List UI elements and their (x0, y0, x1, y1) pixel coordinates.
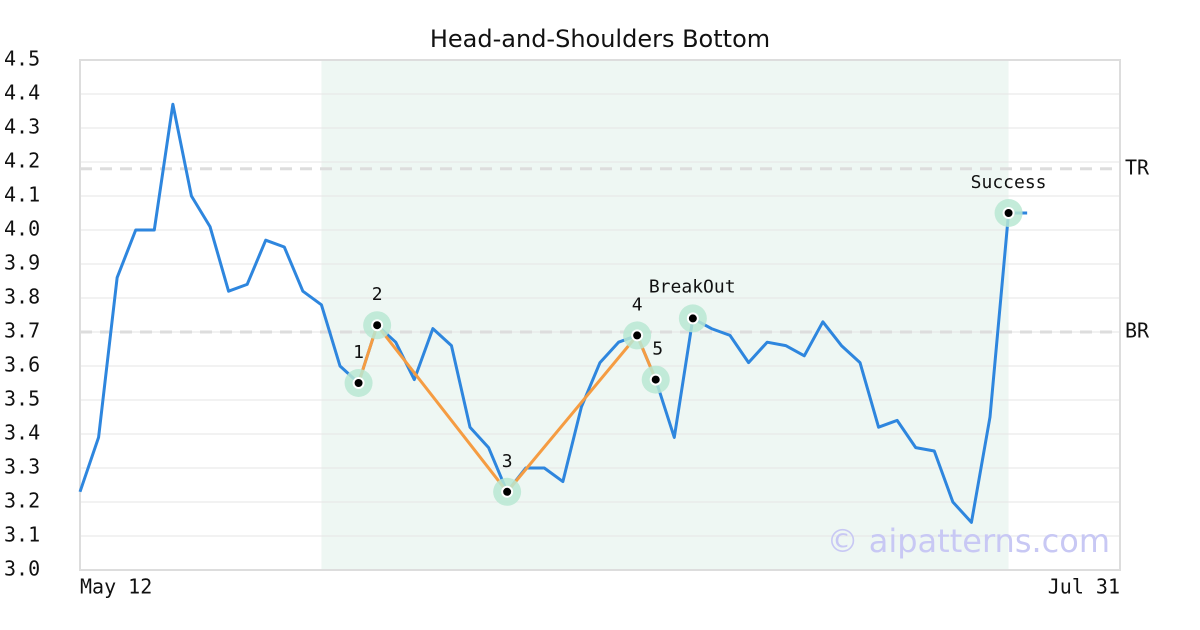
point (501, 485, 514, 498)
point-label: 2 (372, 284, 383, 305)
point (371, 319, 384, 332)
y-tick-label: 3.5 (4, 387, 40, 411)
y-tick-label: 3.8 (4, 285, 40, 309)
y-tick-label: 4.5 (4, 47, 40, 71)
point-label: 5 (652, 339, 663, 360)
point (1002, 207, 1015, 219)
level-label: TR (1125, 155, 1150, 179)
x-tick-label: Jul 31 (1048, 575, 1120, 599)
highlight-region (321, 60, 1009, 570)
y-tick-label: 3.9 (4, 251, 40, 275)
point (649, 373, 662, 386)
y-tick-label: 3.3 (4, 455, 40, 479)
point-label: 4 (632, 294, 643, 315)
level-label: BR (1125, 319, 1150, 343)
y-tick-label: 3.7 (4, 319, 40, 343)
y-tick-label: 4.4 (4, 81, 40, 105)
x-tick-label: May 12 (80, 575, 152, 599)
chart-title: Head-and-Shoulders Bottom (430, 25, 770, 53)
plot-frame (79, 59, 1121, 571)
point (352, 377, 365, 389)
price-line (78, 102, 1028, 524)
y-tick-label: 4.1 (4, 183, 40, 207)
point-label: Success (971, 172, 1047, 193)
point-label: BreakOut (649, 276, 736, 297)
point (686, 312, 699, 325)
point (631, 329, 644, 342)
watermark: © aipatterns.com (827, 522, 1110, 560)
y-tick-label: 3.2 (4, 489, 40, 513)
point-label: 3 (502, 451, 513, 472)
y-tick-label: 4.0 (4, 217, 40, 241)
y-tick-label: 3.0 (4, 557, 40, 581)
y-tick-label: 3.1 (4, 523, 40, 547)
point-label: 1 (353, 342, 364, 363)
y-tick-label: 4.3 (4, 115, 40, 139)
y-tick-label: 3.6 (4, 353, 40, 377)
y-tick-label: 4.2 (4, 149, 40, 173)
y-tick-label: 3.4 (4, 421, 40, 445)
